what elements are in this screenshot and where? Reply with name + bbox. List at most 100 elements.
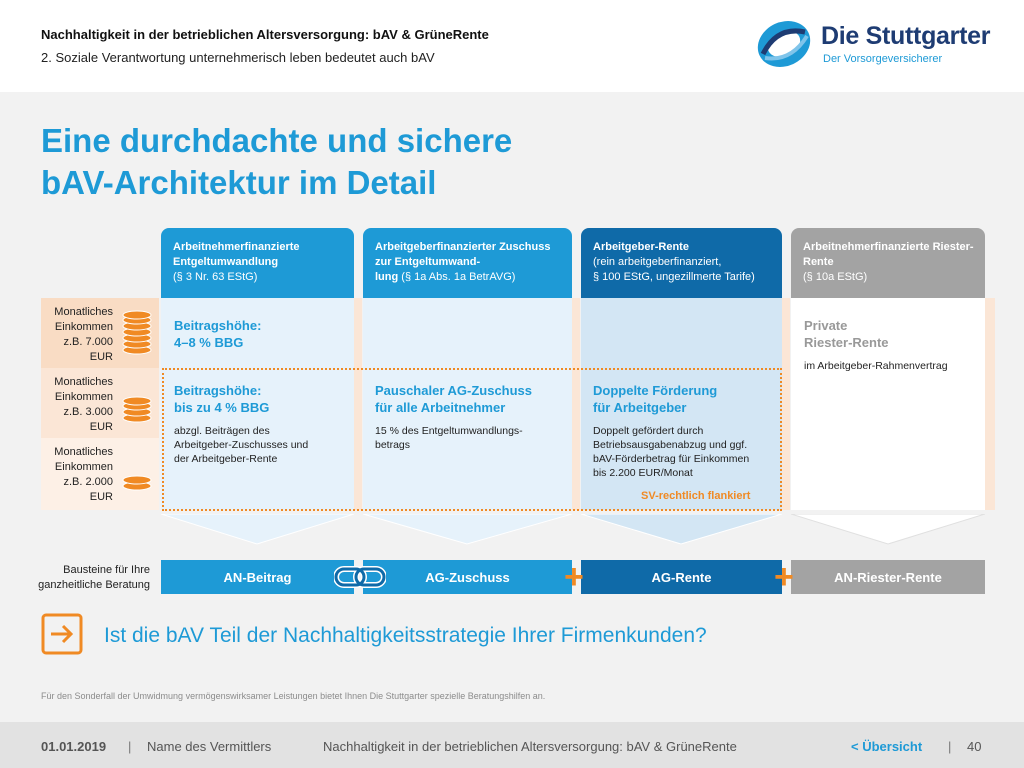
cell-title-line: Beitragshöhe: [174,383,262,398]
logo-name: Die Stuttgarter [821,22,991,50]
coin-stack-medium-icon [122,396,152,423]
row-label-line: Einkommen [54,461,113,473]
row-label-income-3000: Monatliches Einkommen z.B. 3.000 EUR [41,375,113,435]
cell-riester-title: Private Riester-Rente [804,317,889,351]
arrow-right-box-icon [41,613,83,655]
cell-title-line: 4–8 % BBG [174,335,244,350]
cell-text-line: abzgl. Beiträgen des [174,425,270,437]
row-label-line: Einkommen [54,321,113,333]
sv-highlight-frame [162,368,782,511]
column-gap [782,298,790,510]
column-header-law: (§ 10a EStG) [803,271,868,283]
block-an-riester-rente: AN-Riester-Rente [791,560,985,594]
column-gap [354,298,362,510]
plus-icon: + [564,558,584,596]
column-header-riester: Arbeitnehmerfinanzierte Riester-Rente (§… [791,228,985,298]
bausteine-label-line: Bausteine für Ihre [63,564,150,576]
row-label-line: z.B. 3.000 [63,406,113,418]
cell-title-line: für Arbeitgeber [593,400,687,415]
column-header-title: Arbeitnehmerfinanzierte Entgeltumwandlun… [173,241,300,268]
slide-footer [0,722,1024,768]
column-header-title-cont: lung [375,271,399,283]
footer-separator: | [948,739,952,754]
logo-mark-icon [757,21,811,67]
header-title: Nachhaltigkeit in der betrieblichen Alte… [41,27,489,42]
column-header-ag-zuschuss: Arbeitgeberfinanzierter Zuschuss zur Ent… [363,228,572,298]
cell-an-mid-text: abzgl. Beiträgen des Arbeitgeber-Zuschus… [174,424,308,466]
cell-title-line: bis zu 4 % BBG [174,400,270,415]
cell-title-line: Riester-Rente [804,335,889,350]
column-body-an [161,298,354,510]
cell-text-line: Doppelt gefördert durch [593,425,704,437]
row-label-income-7000: Monatliches Einkommen z.B. 7.000 EUR [41,305,113,365]
page-title: Eine durchdachte und sichere bAV-Archite… [41,120,512,204]
company-logo: Die Stuttgarter Der Vorsorgeversicherer [755,18,995,74]
column-header-an-entgeltumwandlung: Arbeitnehmerfinanzierte Entgeltumwandlun… [161,228,354,298]
header-subtitle: 2. Soziale Verantwortung unternehmerisch… [41,50,435,65]
row-label-line: z.B. 7.000 [63,336,113,348]
row-label-line: EUR [89,421,113,433]
cell-title-line: für alle Arbeitnehmer [375,400,506,415]
chevron-down-icon [363,514,572,545]
cell-text-line: 15 % des Entgeltumwandlungs- [375,425,523,437]
slide-header: Nachhaltigkeit in der betrieblichen Alte… [0,0,1024,92]
chevron-down-icon [581,514,782,545]
cell-text-line: der Arbeitgeber-Rente [174,453,278,465]
row-label-line: Monatliches [54,446,113,458]
footer-separator: | [128,739,132,754]
row-label-line: Monatliches [54,376,113,388]
row-label-line: EUR [89,491,113,503]
column-body-riester [791,298,985,510]
page-title-line-1: Eine durchdachte und sichere [41,122,513,159]
logo-tagline: Der Vorsorgeversicherer [823,53,943,65]
column-header-law: (§ 3 Nr. 63 EStG) [173,271,258,283]
cell-text-line: Betriebsausgabenabzug und ggf. [593,439,748,451]
column-header-title: Arbeitgeberfinanzierter Zuschuss zur Ent… [375,241,551,268]
coin-stack-small-icon [122,475,152,491]
column-gap [985,298,995,510]
coin-stack-large-icon [122,310,152,355]
column-gap [572,298,580,510]
row-label-line: Einkommen [54,391,113,403]
income-row-band-2000 [41,438,159,510]
row-label-line: Monatliches [54,306,113,318]
cell-riester-text: im Arbeitgeber-Rahmenvertrag [804,360,948,372]
cell-ag-zuschuss-title: Pauschaler AG-Zuschuss für alle Arbeitne… [375,382,532,416]
footer-date: 01.01.2019 [41,739,107,754]
cell-title-line: Private [804,318,848,333]
column-body-ag-rente [581,298,782,510]
cell-text-line: betrags [375,439,411,451]
footer-topic: Nachhaltigkeit in der betrieblichen Alte… [323,739,737,754]
column-header-law: (§ 1a Abs. 1a BetrAVG) [401,271,516,283]
cell-title-line: Doppelte Förderung [593,383,718,398]
cell-text-line: bis 2.200 EUR/Monat [593,467,693,479]
cell-an-top-title: Beitragshöhe: 4–8 % BBG [174,317,261,351]
cell-an-mid-title: Beitragshöhe: bis zu 4 % BBG [174,382,269,416]
cell-text-line: Arbeitgeber-Zuschusses und [174,439,309,451]
column-body-ag-zuschuss [363,298,572,510]
column-header-title: Arbeitgeber-Rente [593,241,689,253]
cell-ag-rente-title: Doppelte Förderung für Arbeitgeber [593,382,717,416]
bausteine-label-line: ganzheitliche Beratung [38,579,150,591]
plus-icon: + [774,558,794,596]
chevron-down-icon [791,514,985,545]
footer-agent-name: Name des Vermittlers [147,739,272,754]
bausteine-label: Bausteine für Ihre ganzheitliche Beratun… [8,563,150,593]
column-header-note: (rein arbeitgeberfinanziert, [593,256,722,268]
sv-label: SV-rechtlich flankiert [641,490,751,502]
block-ag-rente: AG-Rente [581,560,782,594]
column-header-ag-rente: Arbeitgeber-Rente (rein arbeitgeberfinan… [581,228,782,298]
cell-ag-rente-text: Doppelt gefördert durch Betriebsausgaben… [593,424,749,480]
cell-ag-zuschuss-text: 15 % des Entgeltumwandlungs- betrags [375,424,523,452]
cell-title-line: Beitragshöhe: [174,318,262,333]
page-number: 40 [967,739,982,754]
chevron-down-icon [161,514,354,545]
column-header-title: Arbeitnehmerfinanzierte Riester-Rente [803,241,974,268]
overview-link[interactable]: < Übersicht [851,739,923,754]
block-an-beitrag: AN-Beitrag [161,560,354,594]
chain-link-icon [334,566,386,588]
cell-title-line: Pauschaler AG-Zuschuss [375,383,533,398]
row-label-income-2000: Monatliches Einkommen z.B. 2.000 EUR [41,445,113,505]
row-label-line: EUR [89,351,113,363]
row-label-line: z.B. 2.000 [63,476,113,488]
